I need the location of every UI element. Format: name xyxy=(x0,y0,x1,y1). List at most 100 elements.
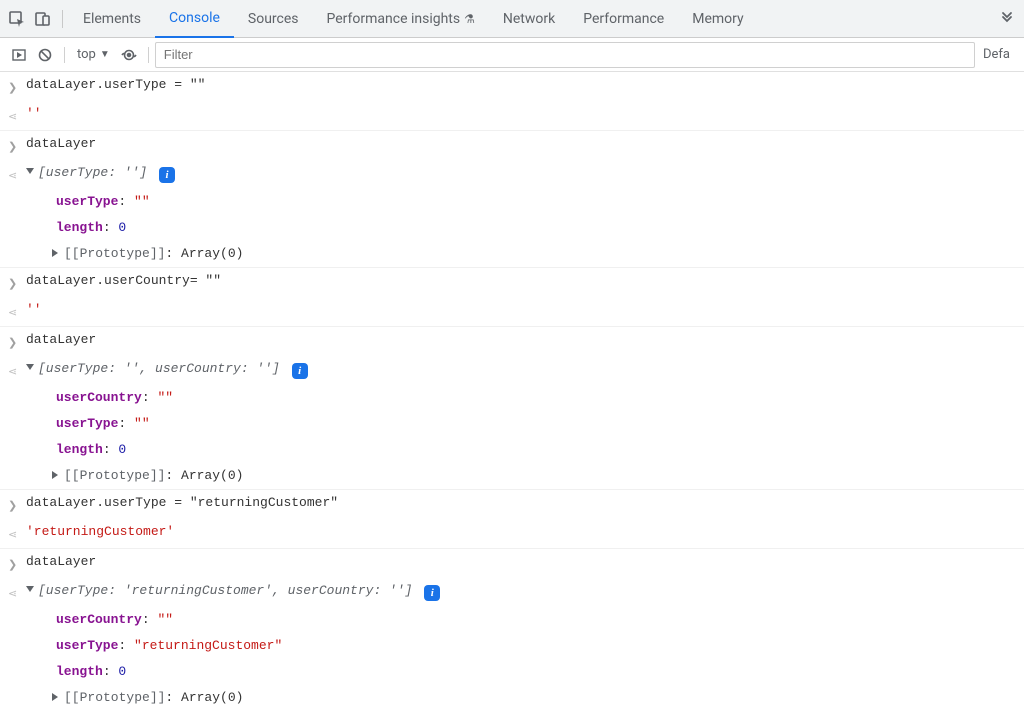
clear-console-icon[interactable] xyxy=(32,42,58,68)
input-chevron-icon: ❯ xyxy=(8,551,26,576)
expand-toggle-icon[interactable] xyxy=(26,586,34,592)
input-chevron-icon: ❯ xyxy=(8,74,26,99)
property-value: "" xyxy=(134,416,150,431)
info-badge-icon[interactable]: i xyxy=(424,585,440,601)
property-value: "returningCustomer" xyxy=(134,638,282,653)
tab-sources[interactable]: Sources xyxy=(234,0,313,38)
console-input-code: dataLayer xyxy=(26,551,1024,576)
console-input-row[interactable]: ❯ dataLayer.userType = "" xyxy=(0,72,1024,101)
tabs-overflow-icon[interactable] xyxy=(994,6,1020,32)
console-input-code: dataLayer xyxy=(26,133,1024,158)
object-property-row[interactable]: length: 0 xyxy=(0,437,1024,463)
devtools-tab-bar: Elements Console Sources Performance ins… xyxy=(0,0,1024,38)
toggle-sidebar-icon[interactable] xyxy=(6,42,32,68)
output-chevron-icon: ⋖ xyxy=(8,580,26,605)
expand-toggle-icon[interactable] xyxy=(52,249,58,257)
object-property-row[interactable]: [[Prototype]]: Array(0) xyxy=(0,463,1024,490)
property-value: 0 xyxy=(118,442,126,457)
tab-console[interactable]: Console xyxy=(155,0,234,38)
property-value: "" xyxy=(157,612,173,627)
console-output-row[interactable]: ⋖ [userType: 'returningCustomer', userCo… xyxy=(0,578,1024,607)
object-property-row[interactable]: length: 0 xyxy=(0,659,1024,685)
property-key: length xyxy=(56,664,103,679)
tab-separator xyxy=(62,10,63,28)
flask-icon: ⚗ xyxy=(464,12,475,26)
expand-toggle-icon[interactable] xyxy=(26,364,34,370)
tab-elements[interactable]: Elements xyxy=(69,0,155,38)
output-chevron-icon: ⋖ xyxy=(8,358,26,383)
property-key: length xyxy=(56,442,103,457)
console-input-row[interactable]: ❯ dataLayer xyxy=(0,327,1024,356)
info-badge-icon[interactable]: i xyxy=(292,363,308,379)
property-value: Array(0) xyxy=(181,468,243,483)
console-output-row[interactable]: ⋖ 'returningCustomer' xyxy=(0,519,1024,549)
tab-performance[interactable]: Performance xyxy=(569,0,678,38)
property-value: 0 xyxy=(118,664,126,679)
console-toolbar: top ▼ Defa xyxy=(0,38,1024,72)
property-value: Array(0) xyxy=(181,246,243,261)
output-chevron-icon: ⋖ xyxy=(8,521,26,546)
live-expression-icon[interactable] xyxy=(116,42,142,68)
console-output-row[interactable]: ⋖ '' xyxy=(0,101,1024,131)
console-input-code: dataLayer.userType = "returningCustomer" xyxy=(26,492,1024,517)
info-badge-icon[interactable]: i xyxy=(159,167,175,183)
inspect-element-icon[interactable] xyxy=(4,6,30,32)
output-chevron-icon: ⋖ xyxy=(8,103,26,128)
property-key: length xyxy=(56,220,103,235)
console-input-row[interactable]: ❯ dataLayer xyxy=(0,131,1024,160)
object-property-row[interactable]: [[Prototype]]: Array(0) xyxy=(0,241,1024,268)
property-key: userCountry xyxy=(56,390,142,405)
property-value: Array(0) xyxy=(181,690,243,705)
console-output: ❯ dataLayer.userType = "" ⋖ '' ❯ dataLay… xyxy=(0,72,1024,711)
console-input-code: dataLayer.userCountry= "" xyxy=(26,270,1024,295)
output-chevron-icon: ⋖ xyxy=(8,162,26,187)
object-summary: [userType: ''] xyxy=(38,165,147,180)
input-chevron-icon: ❯ xyxy=(8,133,26,158)
object-property-row[interactable]: length: 0 xyxy=(0,215,1024,241)
object-property-row[interactable]: [[Prototype]]: Array(0) xyxy=(0,685,1024,711)
output-chevron-icon: ⋖ xyxy=(8,299,26,324)
object-property-row[interactable]: userCountry: "" xyxy=(0,385,1024,411)
object-summary: [userType: '', userCountry: ''] xyxy=(38,361,280,376)
log-level-select[interactable]: Defa xyxy=(975,47,1018,62)
console-input-row[interactable]: ❯ dataLayer xyxy=(0,549,1024,578)
property-value: "" xyxy=(134,194,150,209)
property-key: userType xyxy=(56,638,118,653)
input-chevron-icon: ❯ xyxy=(8,492,26,517)
execution-context-label: top xyxy=(77,47,96,62)
toolbar-separator xyxy=(148,47,149,63)
console-output-row[interactable]: ⋖ [userType: ''] i xyxy=(0,160,1024,189)
expand-toggle-icon[interactable] xyxy=(52,471,58,479)
execution-context-select[interactable]: top ▼ xyxy=(71,43,116,67)
object-property-row[interactable]: userType: "" xyxy=(0,411,1024,437)
console-output-row[interactable]: ⋖ '' xyxy=(0,297,1024,327)
caret-down-icon: ▼ xyxy=(100,49,110,60)
property-key: userType xyxy=(56,194,118,209)
expand-toggle-icon[interactable] xyxy=(26,168,34,174)
console-output-row[interactable]: ⋖ [userType: '', userCountry: ''] i xyxy=(0,356,1024,385)
console-input-code: dataLayer xyxy=(26,329,1024,354)
console-input-code: dataLayer.userType = "" xyxy=(26,74,1024,99)
object-property-row[interactable]: userType: "returningCustomer" xyxy=(0,633,1024,659)
string-value: '' xyxy=(26,302,42,317)
expand-toggle-icon[interactable] xyxy=(52,693,58,701)
input-chevron-icon: ❯ xyxy=(8,329,26,354)
device-toggle-icon[interactable] xyxy=(30,6,56,32)
console-filter-input[interactable] xyxy=(155,42,975,68)
object-property-row[interactable]: userCountry: "" xyxy=(0,607,1024,633)
tab-performance-insights-label: Performance insights xyxy=(327,11,461,27)
tab-memory[interactable]: Memory xyxy=(678,0,757,38)
console-input-row[interactable]: ❯ dataLayer.userCountry= "" xyxy=(0,268,1024,297)
object-property-row[interactable]: userType: "" xyxy=(0,189,1024,215)
input-chevron-icon: ❯ xyxy=(8,270,26,295)
console-input-row[interactable]: ❯ dataLayer.userType = "returningCustome… xyxy=(0,490,1024,519)
property-value: "" xyxy=(157,390,173,405)
property-key: [[Prototype]] xyxy=(64,690,165,705)
property-key: userType xyxy=(56,416,118,431)
tab-network[interactable]: Network xyxy=(489,0,569,38)
toolbar-separator xyxy=(64,47,65,63)
property-key: [[Prototype]] xyxy=(64,468,165,483)
string-value: 'returningCustomer' xyxy=(26,524,174,539)
tab-performance-insights[interactable]: Performance insights⚗ xyxy=(313,0,489,38)
property-key: [[Prototype]] xyxy=(64,246,165,261)
